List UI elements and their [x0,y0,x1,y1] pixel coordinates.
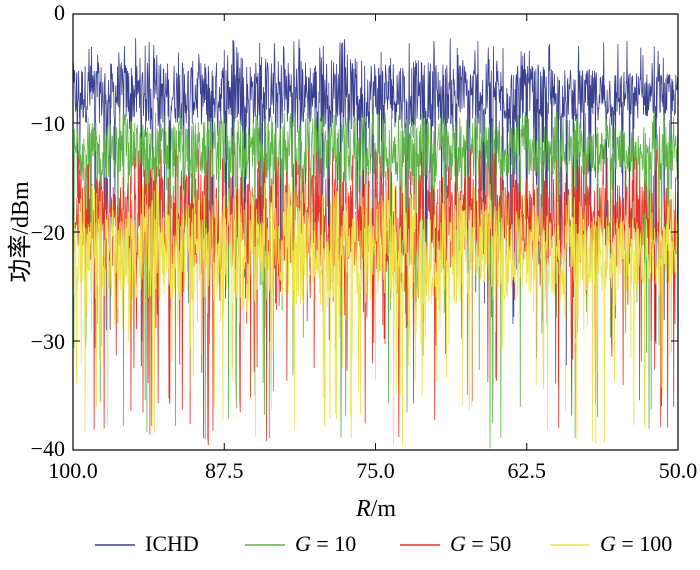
ticks-layer: 100.0 87.5 75.0 62.5 50.0 0 −10 −20 −30 −40 [31,0,698,483]
series-layer [73,38,678,449]
y-tick-label: −10 [31,111,65,136]
x-axis-label: R/m [355,496,396,522]
x-tick-label: 50.0 [659,458,698,483]
legend-label-g-50: G = 50 [450,531,511,556]
x-tick-label: 62.5 [508,458,547,483]
series-line-g-100 [73,183,678,447]
x-tick-label: 75.0 [356,458,395,483]
legend-label-ichd: ICHD [145,531,199,556]
legend-label-g-10: G = 10 [295,531,356,556]
x-tick-label: 87.5 [205,458,244,483]
y-tick-label: 0 [54,0,65,25]
x-tick-label: 100.0 [48,458,98,483]
legend: ICHD G = 10 G = 50 G = 100 [95,531,672,556]
y-tick-label: −20 [31,220,65,245]
y-tick-label: −30 [31,329,65,354]
legend-label-g-100: G = 100 [600,531,672,556]
y-tick-label: −40 [31,436,65,461]
y-axis-label: 功率/dBm [7,181,34,283]
